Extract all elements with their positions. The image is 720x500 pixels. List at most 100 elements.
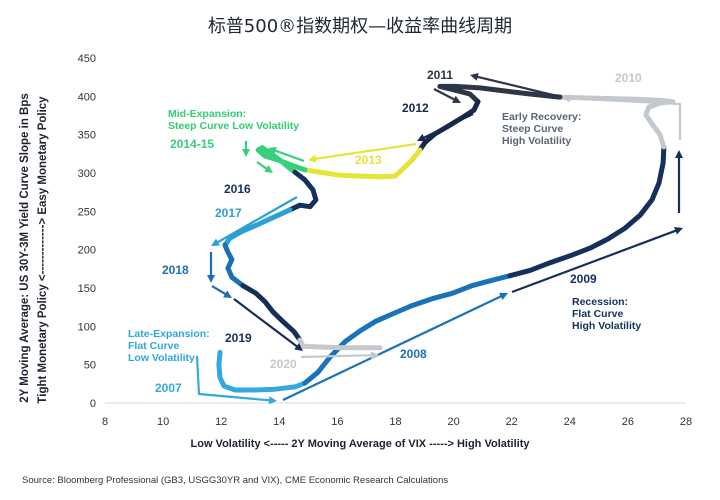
arrow-2014-15-c-shaft (256, 161, 268, 170)
direction-arrows (195, 72, 683, 405)
arrow-2013-shaft (314, 142, 417, 161)
arrow-2018-b-head (223, 290, 232, 298)
arrow-2018-b-shaft (211, 285, 227, 296)
y-tick-label-150: 150 (78, 283, 96, 295)
arrow-2010-shaft (568, 97, 682, 140)
arrow-2010 (562, 94, 682, 140)
y-tick-label-0: 0 (90, 398, 96, 410)
source-note: Source: Bloomberg Professional (GB3, USG… (22, 475, 448, 486)
arrow-2014-15-b (242, 141, 250, 157)
x-tick-label-26: 26 (622, 416, 634, 428)
label-2011: 2011 (427, 68, 453, 82)
arrow-2020-head (370, 351, 379, 360)
chart-title: 标普500®指数期权—收益率曲线周期 (208, 16, 512, 37)
label-2012: 2012 (402, 101, 429, 115)
arrow-2014-15-c-head (264, 165, 273, 173)
x-axis-label: Low Volatility <----- 2Y Moving Average … (191, 438, 531, 450)
x-tick-label-10: 10 (157, 416, 169, 428)
arrow-2009-shaft (511, 229, 677, 294)
series-line-2017 (222, 207, 293, 248)
y-tick-label-200: 200 (78, 245, 96, 257)
arrow-2007-shaft (195, 355, 271, 402)
label-2014-15: 2014-15 (170, 137, 214, 151)
x-tick-label-24: 24 (564, 416, 576, 428)
arrow-2019-shaft (233, 298, 299, 348)
arrow-2020 (300, 351, 379, 360)
arrow-2008-shaft (282, 295, 503, 401)
arrow-2014-15-c (256, 161, 273, 173)
arrow-2018-b (211, 285, 232, 298)
arrow-2010-head (562, 94, 571, 103)
mid-expansion-line-2: Steep Curve Low Volatility (168, 120, 299, 132)
series-line-2009 (507, 144, 667, 279)
arrow-2011-turn-shaft (433, 88, 456, 101)
arrow-2018-a (207, 252, 215, 283)
x-tick-label-12: 12 (215, 416, 227, 428)
mid-expansion-line-1: Mid-Expansion: (168, 108, 246, 120)
series-line-2011 (437, 83, 563, 105)
arrow-2012 (417, 113, 474, 142)
arrow-2019-head (294, 342, 303, 351)
arrow-2013-head (308, 154, 317, 163)
arrow-2009 (511, 227, 683, 294)
arrow-2007-head (268, 396, 277, 405)
series-line-2019 (240, 283, 303, 343)
arrow-2011-shaft (476, 75, 558, 98)
series-line-2008 (302, 273, 513, 386)
arrow-2017-head (211, 238, 220, 246)
x-tick-labels: 8 10 12 14 16 18 20 22 24 26 28 (102, 416, 692, 428)
label-2016: 2016 (224, 182, 251, 196)
arrow-2008-head (499, 292, 508, 301)
arrow-2014-15-a-shaft (274, 149, 305, 163)
y-tick-label-300: 300 (78, 168, 96, 180)
x-tick-label-14: 14 (273, 416, 285, 428)
arrow-2019 (233, 298, 303, 351)
recession-line-2: Flat Curve (572, 308, 624, 320)
label-2013: 2013 (355, 153, 382, 167)
arrow-2011-turn-head (452, 95, 461, 103)
recession-line-1: Recession: (572, 296, 628, 308)
y-tick-label-50: 50 (84, 360, 96, 372)
y-axis-label-line-1: 2Y Moving Average: US 30Y-3M Yield Curve… (19, 93, 31, 403)
y-tick-label-250: 250 (78, 206, 96, 218)
label-2020: 2020 (270, 357, 297, 371)
arrow-2011 (470, 72, 558, 98)
arrow-2014-15-b-head (242, 149, 250, 157)
x-tick-label-16: 16 (331, 416, 343, 428)
label-2009: 2009 (570, 272, 597, 286)
series-line-2013 (302, 147, 423, 180)
arrow-2008 (282, 292, 508, 401)
x-tick-label-18: 18 (389, 416, 401, 428)
late-expansion-line-1: Late-Expansion: (128, 328, 210, 340)
arrow-2020-shaft (300, 354, 373, 359)
arrow-2009-head (674, 227, 683, 235)
early-recovery-line-3: High Volatility (502, 135, 571, 147)
arrow-2014-15-a-head (268, 146, 277, 155)
x-tick-label-22: 22 (506, 416, 518, 428)
arrow-2017 (211, 196, 298, 246)
y-axis-label-line-2: Tight Monetary Policy <-------------> Ea… (37, 96, 49, 404)
series-line-2020 (297, 337, 383, 351)
arrow-2017-shaft (216, 196, 298, 244)
arrow-2012-head (417, 133, 426, 142)
label-2008: 2008 (400, 347, 427, 361)
arrow-2009-up (675, 150, 683, 213)
series-line-2016 (287, 169, 319, 213)
late-expansion-line-3: Low Volatility (128, 352, 195, 364)
x-tick-label-20: 20 (447, 416, 459, 428)
y-tick-labels: 0 50 100 150 200 250 300 350 400 450 (78, 53, 96, 410)
early-recovery-line-1: Early Recovery: (502, 111, 581, 123)
series-line-2018 (222, 242, 246, 289)
label-2010: 2010 (615, 71, 642, 85)
y-tick-label-450: 450 (78, 53, 96, 65)
annotations: 2011 2010 2012 2014-15 2013 2016 2017 20… (128, 68, 642, 395)
label-2017: 2017 (215, 206, 242, 220)
arrow-2018-a-head (207, 275, 215, 283)
early-recovery-line-2: Steep Curve (502, 123, 563, 135)
arrow-2014-15-a (268, 146, 305, 163)
label-2019: 2019 (225, 331, 252, 345)
arrow-2013 (308, 142, 417, 163)
y-tick-label-400: 400 (78, 91, 96, 103)
late-expansion-line-2: Flat Curve (128, 340, 180, 352)
